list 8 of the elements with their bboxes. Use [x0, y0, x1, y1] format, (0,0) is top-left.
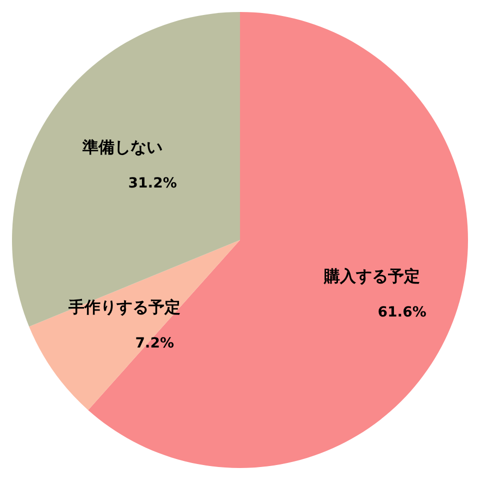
slice-label: 購入する予定	[323, 266, 420, 286]
slice-label: 準備しない	[82, 137, 163, 156]
data-label: 31.2%	[128, 175, 177, 192]
pie-slice	[12, 12, 240, 327]
slice-label: 手作りする予定	[68, 298, 181, 317]
data-label: 61.6%	[378, 304, 426, 320]
data-label: 7.2%	[135, 336, 174, 352]
pie-slice	[29, 240, 240, 410]
